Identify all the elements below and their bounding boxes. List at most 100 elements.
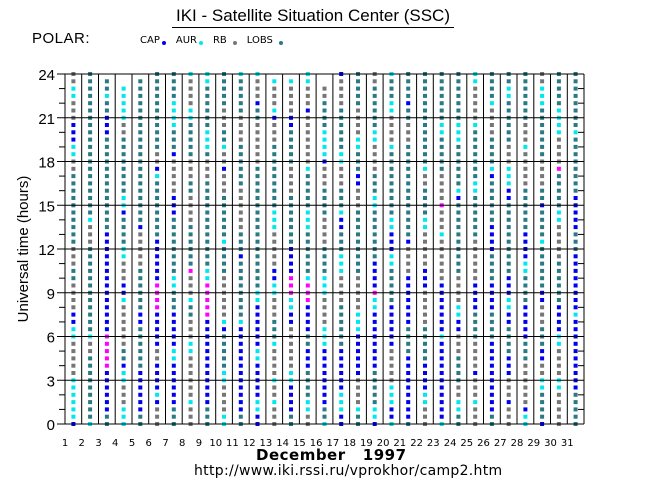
data-point — [238, 283, 243, 288]
data-point — [138, 254, 143, 259]
legend-item-cap: CAP — [140, 35, 166, 46]
data-point — [423, 174, 427, 179]
data-point — [238, 123, 243, 127]
data-point — [523, 217, 528, 222]
data-point — [523, 130, 528, 135]
data-point — [305, 166, 310, 171]
data-point — [104, 371, 109, 375]
y-tick-label: 9 — [47, 286, 55, 303]
data-point — [121, 232, 126, 237]
data-point — [155, 327, 160, 332]
data-point — [222, 254, 226, 259]
data-point — [322, 144, 327, 149]
data-point — [489, 305, 494, 310]
data-point — [506, 137, 511, 142]
data-point — [372, 210, 377, 215]
data-point — [222, 137, 226, 142]
data-point — [523, 166, 528, 171]
data-point — [506, 93, 511, 98]
data-point — [573, 108, 578, 113]
data-point — [171, 225, 176, 230]
data-point — [104, 152, 109, 157]
x-tick-label: 30 — [544, 438, 557, 449]
data-point — [573, 101, 578, 106]
data-point — [456, 93, 461, 98]
data-point — [289, 217, 293, 222]
data-point — [322, 407, 327, 412]
data-point — [372, 181, 377, 186]
data-point — [238, 371, 243, 375]
data-point — [289, 174, 293, 179]
data-point — [339, 392, 344, 397]
data-point — [272, 181, 277, 186]
data-point — [339, 276, 344, 281]
data-point — [205, 144, 210, 149]
data-point — [222, 101, 226, 106]
data-point — [372, 407, 377, 412]
data-point — [188, 137, 193, 142]
data-point — [406, 319, 411, 324]
data-point — [573, 276, 578, 281]
data-point — [121, 196, 126, 200]
data-point — [389, 108, 394, 113]
data-point — [389, 283, 394, 288]
chart-title-text: IKI - Satellite Situation Center (SSC) — [171, 6, 454, 28]
data-point — [406, 188, 411, 193]
data-point — [372, 217, 377, 222]
legend-label: LOBS — [246, 35, 273, 46]
data-point — [556, 305, 561, 310]
data-point — [556, 356, 561, 361]
data-point — [573, 93, 578, 98]
data-point — [473, 327, 478, 332]
data-point — [305, 341, 310, 346]
data-point — [322, 101, 327, 106]
data-point — [556, 363, 561, 368]
data-point — [356, 254, 360, 259]
data-point — [222, 349, 226, 354]
data-point — [171, 152, 176, 157]
data-point — [339, 319, 344, 324]
data-point — [423, 327, 427, 332]
data-point — [506, 261, 511, 266]
data-point — [506, 356, 511, 361]
data-point — [205, 93, 210, 98]
data-point — [255, 327, 260, 332]
data-point — [188, 341, 193, 346]
data-point — [573, 137, 578, 142]
data-point — [523, 188, 528, 193]
data-point — [523, 407, 528, 412]
data-point — [155, 152, 160, 157]
data-point — [439, 217, 444, 222]
data-point — [473, 305, 478, 310]
y-tick-label: 18 — [38, 155, 55, 172]
data-point — [456, 254, 461, 259]
data-point — [305, 93, 310, 98]
data-point — [423, 196, 427, 200]
data-point — [573, 341, 578, 346]
data-point — [171, 327, 176, 332]
data-point — [289, 137, 293, 142]
data-point — [255, 130, 260, 135]
data-point — [238, 101, 243, 106]
data-point — [255, 283, 260, 288]
data-point — [272, 108, 277, 113]
data-point — [289, 93, 293, 98]
data-point — [423, 298, 427, 302]
data-point — [272, 363, 277, 368]
data-point — [71, 181, 76, 186]
data-point — [322, 86, 327, 91]
data-point — [406, 166, 411, 171]
data-point — [305, 356, 310, 361]
data-point — [222, 312, 226, 317]
data-point — [188, 312, 193, 317]
data-point — [104, 414, 109, 419]
data-point — [171, 130, 176, 135]
data-point — [188, 371, 193, 375]
data-point — [439, 276, 444, 281]
data-point — [104, 79, 109, 84]
data-point — [573, 239, 578, 244]
data-point — [138, 137, 143, 142]
data-point — [289, 407, 293, 412]
data-point — [138, 86, 143, 91]
data-point — [339, 298, 344, 302]
